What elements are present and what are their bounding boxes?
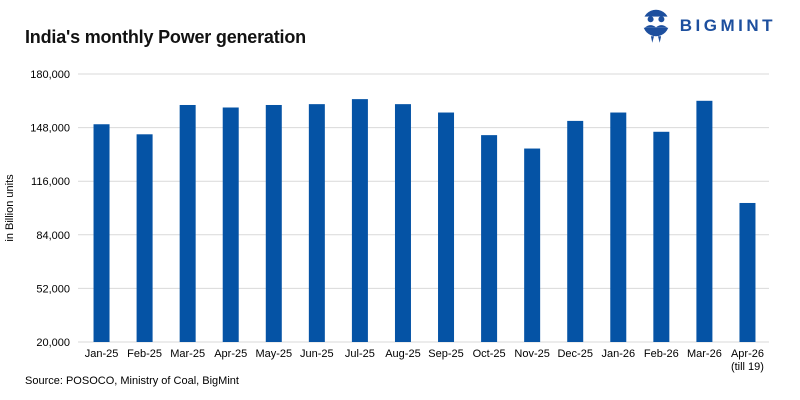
x-tick-label: Jun-25: [300, 348, 334, 360]
x-tick-label: Oct-25: [473, 348, 506, 360]
bar-apr-25: [222, 107, 239, 342]
bar-feb-26: [653, 131, 670, 342]
bar-jan-25: [93, 124, 110, 342]
bar-aug-25: [394, 104, 411, 343]
bar-jan-26: [610, 112, 627, 343]
x-tick-label: Apr-25: [214, 348, 247, 360]
bar-mar-26: [696, 100, 713, 342]
x-tick-label: May-25: [255, 348, 292, 360]
x-tick-label: Sep-25: [428, 348, 463, 360]
bigmint-logo-text: BIGMINT: [679, 16, 776, 35]
bar-jul-25: [351, 99, 368, 342]
y-axis-title: in Billion units: [4, 174, 16, 242]
bar-feb-25: [136, 134, 153, 342]
x-tick-label: Jan-25: [85, 348, 119, 360]
chart-title: India's monthly Power generation: [25, 27, 306, 47]
bigmint-logo: BIGMINT: [639, 8, 776, 44]
bar-dec-25: [567, 120, 584, 343]
bar-mar-25: [179, 104, 196, 342]
bar-oct-25: [481, 135, 498, 342]
x-tick-label: Feb-26: [644, 348, 679, 360]
x-tick-label: Jul-25: [345, 348, 375, 360]
source-note: Source: POSOCO, Ministry of Coal, BigMin…: [25, 375, 239, 387]
bar-may-25: [265, 104, 282, 342]
bar-jun-25: [308, 104, 325, 343]
x-tick-label: Nov-25: [514, 348, 549, 360]
y-tick-label: 52,000: [36, 283, 70, 295]
y-tick-label: 84,000: [36, 230, 70, 242]
x-tick-sub-label: (till 19): [731, 361, 764, 373]
x-tick-label: Dec-25: [557, 348, 592, 360]
y-tick-label: 116,000: [31, 176, 70, 188]
x-tick-label: Mar-26: [687, 348, 722, 360]
bar-nov-25: [524, 148, 541, 342]
y-tick-label: 148,000: [30, 123, 70, 135]
bar-sep-25: [438, 112, 455, 343]
bigmint-logo-icon: [640, 9, 671, 43]
y-tick-label: 180,000: [30, 69, 70, 81]
y-tick-label: 20,000: [36, 337, 70, 349]
x-tick-label: Feb-25: [127, 348, 162, 360]
x-tick-label: Aug-25: [385, 348, 420, 360]
x-tick-label: Jan-26: [601, 348, 635, 360]
x-tick-label: Apr-26: [731, 348, 764, 360]
bar-apr-26: [739, 202, 756, 342]
x-tick-label: Mar-25: [170, 348, 205, 360]
